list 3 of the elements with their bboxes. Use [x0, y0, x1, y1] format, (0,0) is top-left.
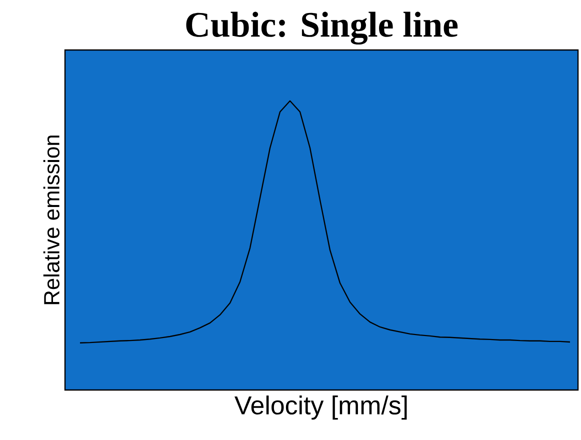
x-axis-title: Velocity [mm/s]	[234, 396, 407, 420]
chart-title: Cubic: Single line	[186, 12, 458, 45]
y-axis-title: Relative emission	[43, 136, 60, 304]
